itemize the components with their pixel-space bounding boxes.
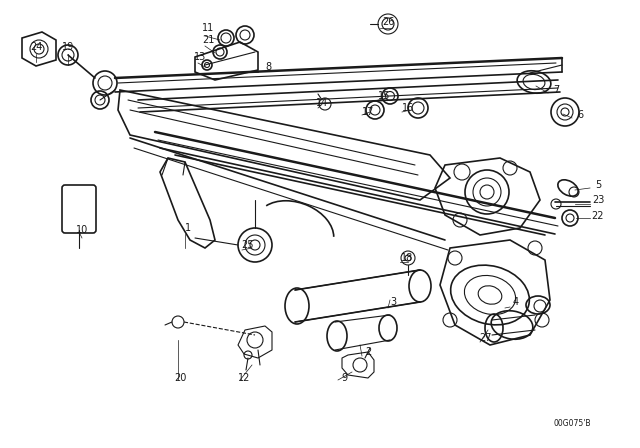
Text: 1: 1 [185,223,191,233]
Text: 27: 27 [479,333,492,343]
Text: 25: 25 [241,240,253,250]
Text: 23: 23 [592,195,604,205]
Text: 00G075'B: 00G075'B [553,419,591,428]
Text: 14: 14 [316,98,328,108]
Text: 11: 11 [202,23,214,33]
Text: 4: 4 [513,297,519,307]
Text: 12: 12 [238,373,250,383]
Text: 18: 18 [401,253,413,263]
Text: 7: 7 [553,85,559,95]
Text: 9: 9 [341,373,347,383]
Text: 20: 20 [174,373,186,383]
Text: 15: 15 [378,91,390,101]
Text: 2: 2 [365,347,371,357]
Text: 10: 10 [76,225,88,235]
Text: 26: 26 [382,17,394,27]
Text: 19: 19 [62,42,74,52]
Text: 21: 21 [202,35,214,45]
Text: 5: 5 [595,180,601,190]
Text: 17: 17 [362,107,374,117]
Text: 13: 13 [194,52,206,62]
Text: 24: 24 [30,42,42,52]
Text: 3: 3 [390,297,396,307]
Text: 6: 6 [577,110,583,120]
Text: 8: 8 [265,62,271,72]
Text: 16: 16 [402,103,414,113]
Text: 22: 22 [592,211,604,221]
